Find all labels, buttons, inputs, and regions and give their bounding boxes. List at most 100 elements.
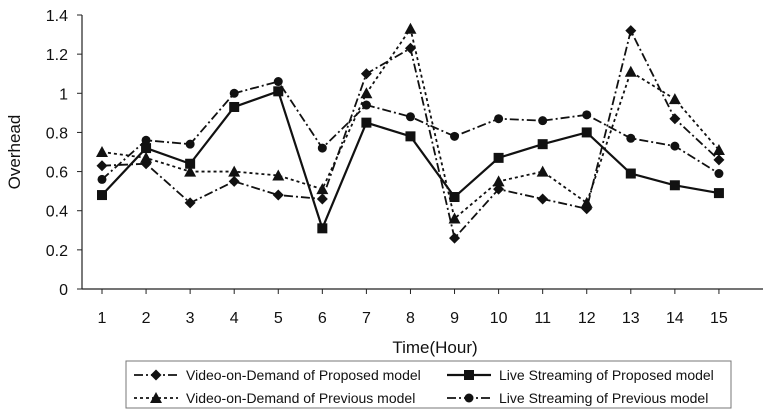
x-tick-label: 2 [142, 310, 151, 327]
data-point [360, 68, 372, 80]
legend-label: Live Streaming of Proposed model [499, 367, 714, 383]
data-point [536, 165, 549, 177]
series-line [101, 26, 720, 221]
data-point [714, 169, 724, 179]
data-point [141, 135, 151, 145]
data-point [96, 160, 108, 172]
data-point [538, 116, 548, 126]
data-point [185, 158, 196, 169]
x-tick-label: 12 [578, 310, 596, 327]
legend-item: Live Streaming of Proposed model [447, 367, 714, 383]
x-tick-label: 6 [318, 310, 327, 327]
series-square [97, 86, 724, 234]
data-point [712, 144, 725, 156]
y-tick-label: 1.2 [46, 47, 68, 64]
legend-item: Video-on-Demand of Proposed model [134, 367, 421, 383]
data-point [626, 133, 636, 143]
x-tick-label: 15 [710, 310, 728, 327]
data-point [97, 174, 107, 184]
data-point [228, 165, 241, 177]
data-point [668, 93, 681, 105]
data-point [317, 143, 327, 153]
data-point [272, 169, 285, 181]
data-point [492, 175, 505, 187]
data-point [669, 180, 680, 191]
legend-label: Live Streaming of Previous model [499, 390, 708, 406]
data-point [272, 189, 284, 201]
data-point [361, 100, 371, 110]
data-point [316, 193, 328, 205]
data-point [713, 188, 724, 199]
legend-frame [125, 360, 732, 409]
legend-marker [150, 392, 162, 403]
series-circle [97, 77, 724, 184]
data-point [140, 151, 153, 163]
x-axis-label: Time(Hour) [392, 338, 477, 357]
legend-label: Video-on-Demand of Previous model [186, 390, 415, 406]
data-point [493, 183, 505, 195]
data-point [580, 196, 593, 208]
data-point [625, 168, 636, 179]
data-point [537, 193, 549, 205]
data-point [404, 42, 416, 54]
legend-label: Video-on-Demand of Proposed model [186, 367, 421, 383]
data-point [669, 113, 681, 125]
y-tick-label: 0.4 [46, 204, 68, 221]
data-point [405, 131, 416, 142]
data-point [184, 165, 197, 177]
data-point [581, 127, 592, 138]
data-point [537, 139, 548, 150]
y-tick-label: 0 [59, 282, 68, 299]
legend-item: Video-on-Demand of Previous model [134, 390, 415, 406]
data-point [404, 22, 417, 34]
data-point [449, 192, 460, 203]
data-point [228, 175, 240, 187]
data-point [360, 87, 373, 99]
data-point [493, 152, 504, 163]
y-tick-label: 0.2 [46, 243, 68, 260]
data-point [141, 143, 152, 154]
data-point [317, 223, 328, 234]
x-tick-label: 7 [362, 310, 371, 327]
data-point [405, 112, 415, 122]
y-tick-label: 0.6 [46, 165, 68, 182]
x-tick-label: 8 [406, 310, 415, 327]
y-tick-label: 0.8 [46, 125, 68, 142]
x-tick-label: 10 [490, 310, 508, 327]
data-point [184, 197, 196, 209]
legend-marker [150, 369, 162, 381]
data-point [450, 131, 460, 141]
y-tick-label: 1 [59, 86, 68, 103]
legend-item: Live Streaming of Previous model [447, 390, 708, 406]
data-point [273, 77, 283, 87]
data-point [97, 190, 107, 201]
data-point [625, 25, 637, 37]
y-tick-label: 1.4 [46, 8, 68, 25]
data-point [713, 154, 725, 166]
y-axis-label: Overhead [5, 115, 24, 190]
data-point [449, 232, 461, 244]
legend-marker [464, 393, 474, 403]
x-tick-label: 3 [186, 310, 195, 327]
data-point [448, 212, 461, 224]
data-point [670, 141, 680, 151]
x-tick-label: 13 [622, 310, 640, 327]
data-point [273, 86, 284, 97]
legend: Video-on-Demand of Proposed model Live St… [125, 360, 732, 409]
data-point [229, 101, 240, 112]
series-triangle [96, 22, 725, 224]
x-tick-label: 5 [274, 310, 283, 327]
legend-marker [464, 370, 474, 380]
data-point [96, 146, 108, 157]
x-tick-label: 14 [666, 310, 684, 327]
data-point [316, 183, 329, 195]
x-tick-label: 1 [98, 310, 107, 327]
data-point [624, 65, 637, 77]
data-point [361, 117, 372, 128]
x-tick-label: 4 [230, 310, 239, 327]
data-point [582, 110, 592, 120]
data-point [185, 139, 195, 149]
x-tick-label: 11 [534, 310, 551, 327]
